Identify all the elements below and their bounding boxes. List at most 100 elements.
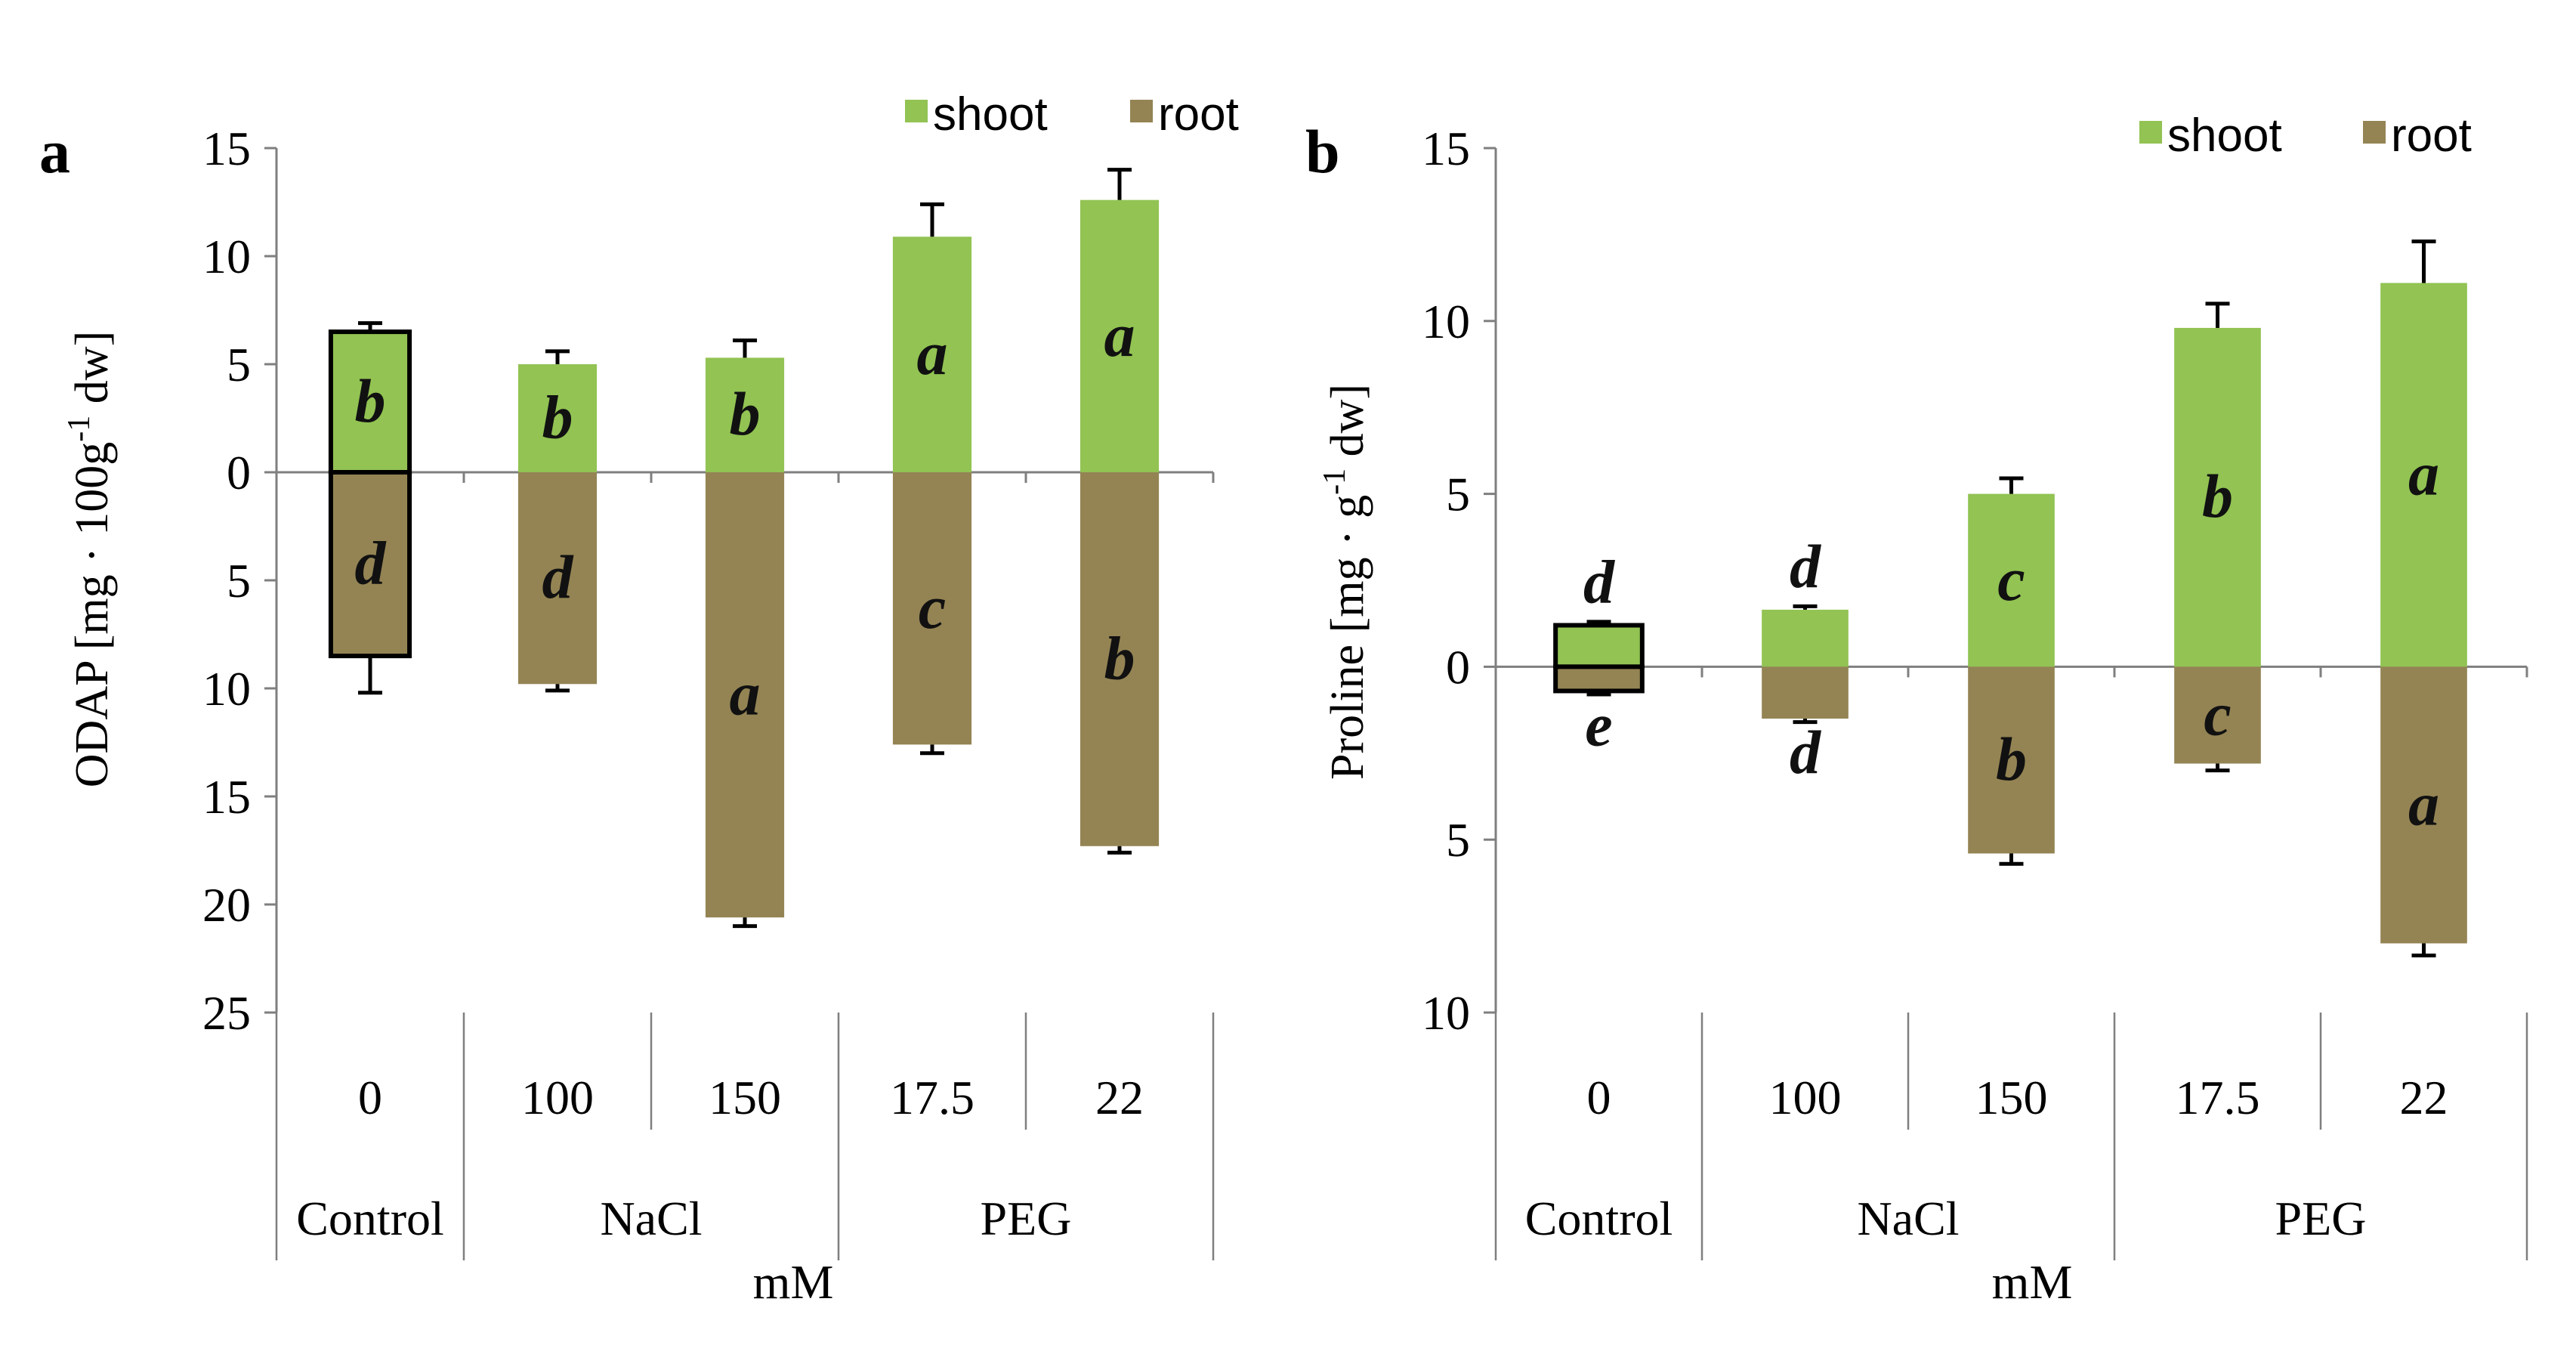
panel-b-x-categories: 0 100 150 17.5 22 Control NaCl PEG bbox=[1525, 1071, 2448, 1245]
panel-a-y-tick-label: 10 bbox=[202, 662, 251, 716]
panel-a-y-tick-label: 10 bbox=[202, 230, 251, 283]
panel-a-significance-letter-root: d bbox=[355, 529, 387, 598]
panel-a-bar-shoot bbox=[517, 364, 598, 472]
panel-a-bar-root bbox=[705, 472, 785, 918]
panel-b-category-label: 100 bbox=[1769, 1071, 1842, 1124]
panel-b-y-tick-label: 10 bbox=[1422, 295, 1470, 348]
panel-a-bar-root bbox=[328, 470, 412, 659]
panel-a-bar-root bbox=[892, 472, 972, 745]
panel-b-significance-letters: d d c b a e d b c a bbox=[1583, 439, 2439, 838]
panel-b-bar-root bbox=[2380, 666, 2467, 944]
panel-b-x-axis-title: mM bbox=[1992, 1255, 2073, 1309]
panel-a-legend-shoot-swatch bbox=[905, 100, 928, 122]
panel-b-group-label: PEG bbox=[2275, 1192, 2367, 1245]
panel-a-category-label: 100 bbox=[521, 1071, 594, 1124]
panel-a-significance-letter-shoot: b bbox=[542, 383, 573, 452]
panel-a-legend-shoot-label: shoot bbox=[933, 88, 1048, 141]
panel-a-bar-shoot bbox=[705, 357, 785, 472]
panel-a-y-tick-label: 0 bbox=[227, 446, 251, 499]
panel-a-group-label: PEG bbox=[981, 1192, 1072, 1245]
panel-a-x-categories: 0 100 150 17.5 22 Control NaCl PEG bbox=[296, 1071, 1144, 1245]
panel-b-legend-shoot-swatch bbox=[2139, 121, 2162, 144]
panel-a-y-tick-label: 15 bbox=[202, 770, 251, 824]
panel-a-ylabel-exp: -1 bbox=[62, 416, 97, 442]
panel-a-legend-root-label: root bbox=[1158, 88, 1239, 141]
panel-a-ylabel-units: 100g bbox=[66, 442, 118, 536]
panel-b-y-tick-label: 15 bbox=[1422, 122, 1470, 175]
panel-a-bar-root bbox=[517, 472, 598, 685]
panel-b-significance-letter-root: b bbox=[1996, 725, 2027, 793]
panel-a-bar-shoot bbox=[892, 237, 972, 472]
panel-b-bar-shoot bbox=[1553, 623, 1645, 669]
panel-b-ylabel-units: g bbox=[1322, 495, 1373, 518]
panel-b-significance-letter-shoot: d bbox=[1583, 547, 1615, 616]
panel-b-significance-letter-shoot: d bbox=[1790, 532, 1821, 601]
panel-b-y-tick-label: 5 bbox=[1446, 813, 1470, 867]
panel-b-bar-root bbox=[2174, 666, 2261, 764]
panel-b-chart: b Proline [mg · g-1 dw] 15 10 5 0 5 10 d d c b a e… bbox=[1305, 110, 2528, 1309]
panel-a-significance-letter-shoot: b bbox=[355, 366, 386, 435]
panel-b-bar-root bbox=[1762, 666, 1849, 719]
panel-a-bar-root bbox=[1080, 472, 1160, 846]
panel-a-significance-letter-root: a bbox=[730, 660, 761, 728]
panel-a-y-tick-label: 5 bbox=[227, 338, 251, 391]
panel-b-significance-letter-root: c bbox=[2204, 679, 2231, 748]
panel-b-legend: shoot root bbox=[2139, 110, 2472, 162]
panel-a-category-label: 22 bbox=[1095, 1071, 1144, 1124]
panel-a-y-tick-label: 15 bbox=[202, 122, 251, 175]
panel-a-group-label: Control bbox=[296, 1192, 444, 1245]
panel-b-y-ticks: 15 10 5 0 5 10 bbox=[1422, 122, 1470, 1040]
panel-a-significance-letter-root: b bbox=[1104, 623, 1135, 692]
panel-b-bar-shoot bbox=[2174, 327, 2261, 667]
panel-a-bar-shoot bbox=[328, 329, 412, 475]
panel-b-legend-shoot-label: shoot bbox=[2167, 110, 2282, 162]
svg-text:Proline [mg · g-1 dw]: Proline [mg · g-1 dw] bbox=[1317, 384, 1373, 780]
panel-a-group-label: NaCl bbox=[600, 1192, 702, 1245]
panel-b-bar-shoot bbox=[2380, 283, 2467, 667]
panel-a-chart: a ODAP [mg · 100g-1 dw] 151050510152025 … bbox=[39, 88, 1239, 1309]
panel-b-significance-letter-root: a bbox=[2408, 769, 2439, 838]
panel-b-legend-root-swatch bbox=[2363, 121, 2386, 144]
panel-a-legend: shoot root bbox=[905, 88, 1239, 141]
panel-b-bar-shoot bbox=[1968, 493, 2055, 667]
panel-a-category-label: 0 bbox=[358, 1071, 382, 1124]
panel-b-significance-letter-root: d bbox=[1790, 718, 1821, 787]
panel-a-significance-letter-shoot: b bbox=[730, 379, 761, 448]
panel-a-y-axis-title: ODAP [mg · 100g-1 dw] bbox=[62, 331, 118, 787]
panel-a-significance-letter-root: d bbox=[542, 543, 574, 611]
panel-b-significance-letter-shoot: b bbox=[2202, 462, 2233, 530]
panel-b-significance-letter-shoot: c bbox=[1997, 545, 2025, 614]
panel-a-y-tick-label: 25 bbox=[202, 986, 251, 1040]
panel-b-group-label: NaCl bbox=[1857, 1192, 1959, 1245]
panel-a-label: a bbox=[39, 117, 70, 186]
panel-a-y-tick-label: 5 bbox=[227, 554, 251, 608]
panel-b-bar-shoot bbox=[1762, 609, 1849, 667]
panel-b-category-label: 0 bbox=[1587, 1071, 1611, 1124]
panel-a-ylabel-main: ODAP [mg bbox=[66, 574, 118, 787]
panel-a-significance-letters: b b b a a d d a c b bbox=[355, 301, 1135, 728]
panel-b-error-bars bbox=[1586, 240, 2436, 957]
panel-b-y-tick-label: 10 bbox=[1422, 986, 1470, 1040]
panel-a-ylabel-tail: dw] bbox=[66, 331, 118, 404]
panel-b-bar-root bbox=[1968, 666, 2055, 854]
panel-b-ylabel-exp: -1 bbox=[1317, 468, 1352, 495]
panel-a-significance-letter-root: c bbox=[919, 573, 946, 642]
panel-b-y-axis-title: Proline [mg · g-1 dw] bbox=[1317, 384, 1373, 780]
panel-b-legend-root-label: root bbox=[2391, 110, 2472, 162]
panel-a-axes bbox=[264, 147, 1215, 1260]
panel-a-error-bars bbox=[358, 168, 1132, 929]
panel-a-significance-letter-shoot: a bbox=[917, 319, 948, 388]
panel-b-y-tick-label: 0 bbox=[1446, 640, 1470, 694]
panel-a-bar-shoot bbox=[1080, 199, 1160, 472]
panel-b-significance-letter-root: e bbox=[1585, 690, 1612, 759]
panel-b-category-label: 17.5 bbox=[2176, 1071, 2260, 1124]
panel-a-y-tick-label: 20 bbox=[202, 878, 251, 932]
panel-b-ylabel-tail: dw] bbox=[1322, 384, 1373, 456]
panel-b-bars bbox=[1553, 283, 2467, 944]
panel-a-y-ticks: 15 10 5 0 5 10 15 20 25 bbox=[202, 122, 251, 1040]
panel-b-group-label: Control bbox=[1525, 1192, 1673, 1245]
svg-text:ODAP [mg · 100g-1 dw]: ODAP [mg · 100g-1 dw] bbox=[62, 331, 118, 787]
panel-a-category-label: 17.5 bbox=[890, 1071, 974, 1124]
panel-b-category-label: 150 bbox=[1975, 1071, 2048, 1124]
